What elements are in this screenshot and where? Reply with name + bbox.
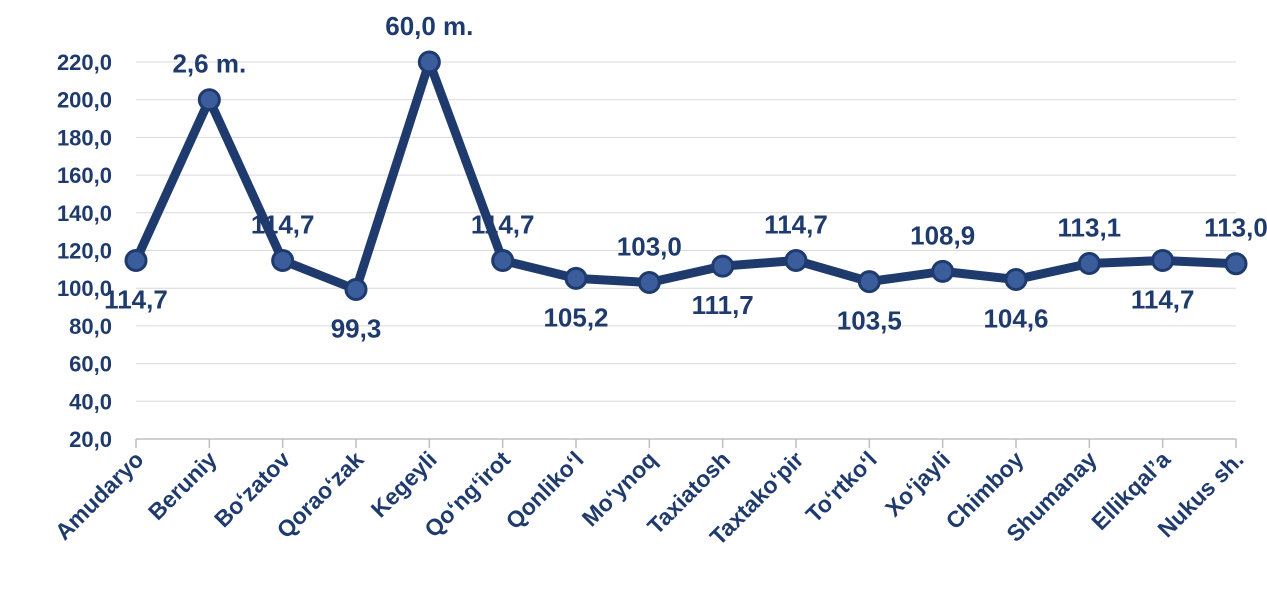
y-tick-label: 180,0 [57,125,112,150]
y-tick-label: 40,0 [69,389,112,414]
data-point [1077,252,1101,276]
data-label: 111,7 [692,290,754,320]
y-tick-label: 160,0 [57,163,112,188]
data-label: 114,7 [1131,284,1195,314]
data-label: 113,1 [1058,213,1122,243]
x-category-label: Amudaryo [50,446,149,545]
y-tick-label: 60,0 [69,352,112,377]
data-point [637,271,661,295]
y-axis-tick-labels: 20,0 40,0 60,0 80,0 100,0 120,0 140,0 160,0 180,… [57,50,112,452]
data-point [124,248,148,272]
data-labels: 114,7 2,6 m. 114,7 99,3 60,0 m. 114,7 105,2 103… [104,11,1267,344]
y-tick-label: 140,0 [57,201,112,226]
series-line [131,57,1241,294]
data-label: 103,0 [617,232,682,262]
gridlines [136,61,1236,402]
data-point [857,270,881,294]
data-label: 105,2 [543,302,608,332]
y-tick-label: 20,0 [69,427,112,452]
x-axis: AmudaryoBeruniyBo‘zatovQorao‘zakKegeyliQ… [50,438,1249,550]
data-label: 114,7 [471,209,535,239]
x-category-label: Xo‘jayli [880,446,955,521]
data-label: 114,7 [104,284,168,314]
data-label: 103,5 [837,306,902,336]
y-tick-label: 200,0 [57,88,112,113]
y-tick-label: 220,0 [57,50,112,75]
data-point [711,254,735,278]
x-category-label: Kegeyli [366,446,442,522]
data-label: 114,7 [251,209,315,239]
data-point [1004,268,1028,292]
data-point [491,248,515,272]
y-tick-label: 120,0 [57,239,112,264]
series [124,50,1248,302]
data-point [564,266,588,290]
y-tick-label: 100,0 [57,276,112,301]
data-point [931,259,955,283]
data-point [1151,248,1175,272]
data-label: 60,0 m. [385,11,473,41]
data-label: 104,6 [983,304,1048,334]
x-category-label: Qonliko‘l [501,446,589,534]
data-label: 99,3 [331,314,382,344]
x-category-label: To‘rtko‘l [801,446,882,527]
data-point [1224,252,1248,276]
y-tick-label: 80,0 [69,314,112,339]
data-label: 108,9 [910,220,975,250]
data-point [344,278,368,302]
data-point [784,248,808,272]
data-point [271,248,295,272]
data-label: 114,7 [764,209,828,239]
data-point [417,50,441,74]
data-point [197,88,221,112]
data-label: 2,6 m. [172,49,246,79]
data-label: 113,0 [1204,213,1267,243]
